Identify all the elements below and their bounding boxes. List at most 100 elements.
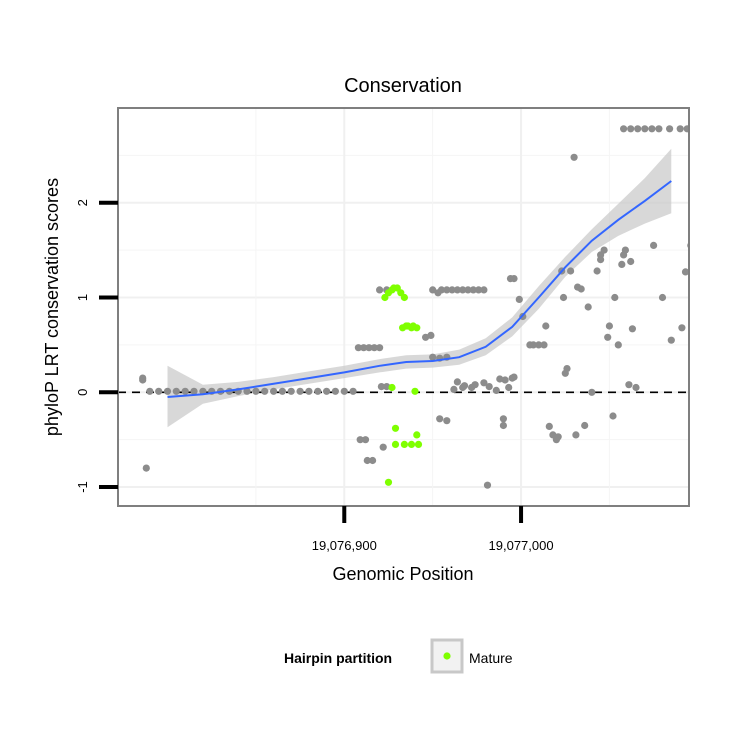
data-point — [296, 387, 304, 395]
data-point — [261, 387, 269, 395]
data-point — [471, 381, 479, 389]
y-tick-label: 1 — [75, 294, 90, 301]
data-point — [540, 341, 548, 349]
data-point — [270, 387, 278, 395]
data-point — [627, 257, 635, 266]
data-point — [605, 322, 614, 330]
data-point — [450, 385, 458, 393]
data-point — [480, 286, 488, 294]
plot-panel — [117, 107, 690, 507]
data-point — [570, 153, 578, 161]
data-point — [676, 125, 684, 133]
data-point — [620, 125, 628, 133]
data-point — [163, 387, 172, 395]
data-point — [460, 382, 469, 390]
data-point — [611, 293, 619, 302]
data-point — [376, 286, 384, 294]
data-point — [510, 373, 518, 381]
mature-point — [384, 478, 393, 486]
data-point — [349, 387, 357, 395]
data-point — [593, 267, 601, 275]
data-point — [499, 415, 507, 423]
data-point — [305, 387, 313, 395]
mature-point — [411, 387, 419, 395]
y-axis: -1 0 1 2 — [75, 199, 118, 493]
data-point — [139, 374, 147, 382]
data-point — [588, 388, 596, 396]
data-point — [559, 293, 568, 302]
panel-border — [117, 107, 690, 507]
data-point — [252, 387, 260, 395]
data-point — [146, 387, 154, 395]
data-point — [483, 481, 492, 489]
mature-point — [413, 324, 421, 332]
data-point — [492, 386, 500, 394]
data-point — [443, 417, 451, 425]
data-point — [567, 267, 575, 275]
data-point — [625, 381, 633, 389]
data-point — [658, 293, 667, 302]
mature-point — [407, 440, 416, 448]
data-point — [628, 325, 637, 333]
data-point — [655, 125, 663, 133]
data-point — [667, 336, 675, 344]
data-point — [681, 268, 689, 276]
data-point — [287, 387, 295, 395]
data-point — [542, 322, 550, 330]
confidence-ribbon — [167, 148, 672, 428]
data-point — [563, 365, 571, 373]
data-point — [376, 344, 384, 352]
data-point — [581, 421, 589, 430]
data-point — [604, 333, 612, 341]
mature-point — [400, 293, 408, 302]
mature-point — [400, 440, 408, 448]
data-point — [314, 387, 322, 395]
smooth-trend-line — [167, 180, 672, 398]
data-point — [545, 422, 553, 430]
data-point — [554, 433, 562, 441]
y-tick-label: 0 — [75, 389, 90, 396]
data-point — [627, 125, 635, 133]
data-point — [369, 456, 377, 465]
data-point — [618, 260, 626, 268]
data-point — [379, 443, 387, 451]
data-point — [464, 286, 472, 294]
data-point — [354, 344, 362, 352]
data-point — [429, 286, 437, 294]
data-point — [383, 383, 391, 391]
data-point — [436, 415, 444, 423]
data-point — [437, 286, 446, 294]
data-points — [139, 125, 689, 489]
data-point — [614, 341, 622, 349]
data-point — [505, 383, 513, 392]
data-point — [609, 412, 617, 420]
data-point — [365, 344, 373, 352]
data-point — [459, 286, 467, 294]
data-point — [356, 436, 364, 444]
data-point — [190, 387, 198, 395]
y-tick-label: 2 — [75, 199, 90, 206]
data-point — [480, 379, 488, 387]
data-point — [485, 383, 493, 391]
data-point — [181, 387, 189, 395]
data-point — [600, 246, 608, 254]
legend-mature-label: Mature — [469, 650, 513, 666]
mature-point — [388, 383, 396, 392]
data-point — [529, 341, 538, 349]
data-point — [448, 286, 456, 294]
chart-title: Conservation — [344, 75, 462, 97]
data-point — [340, 387, 348, 395]
data-point — [331, 387, 339, 395]
data-point — [597, 256, 605, 264]
data-point — [641, 125, 649, 133]
data-point — [155, 387, 163, 395]
data-point — [243, 387, 251, 395]
data-point — [172, 387, 180, 395]
data-point — [648, 125, 656, 133]
data-point — [632, 383, 640, 392]
data-point — [577, 285, 585, 293]
y-axis-title: phyloP LRT conservation scores — [42, 178, 62, 436]
data-point — [572, 431, 580, 439]
x-tick-label: 19,076,900 — [312, 538, 377, 553]
data-point — [377, 383, 385, 391]
